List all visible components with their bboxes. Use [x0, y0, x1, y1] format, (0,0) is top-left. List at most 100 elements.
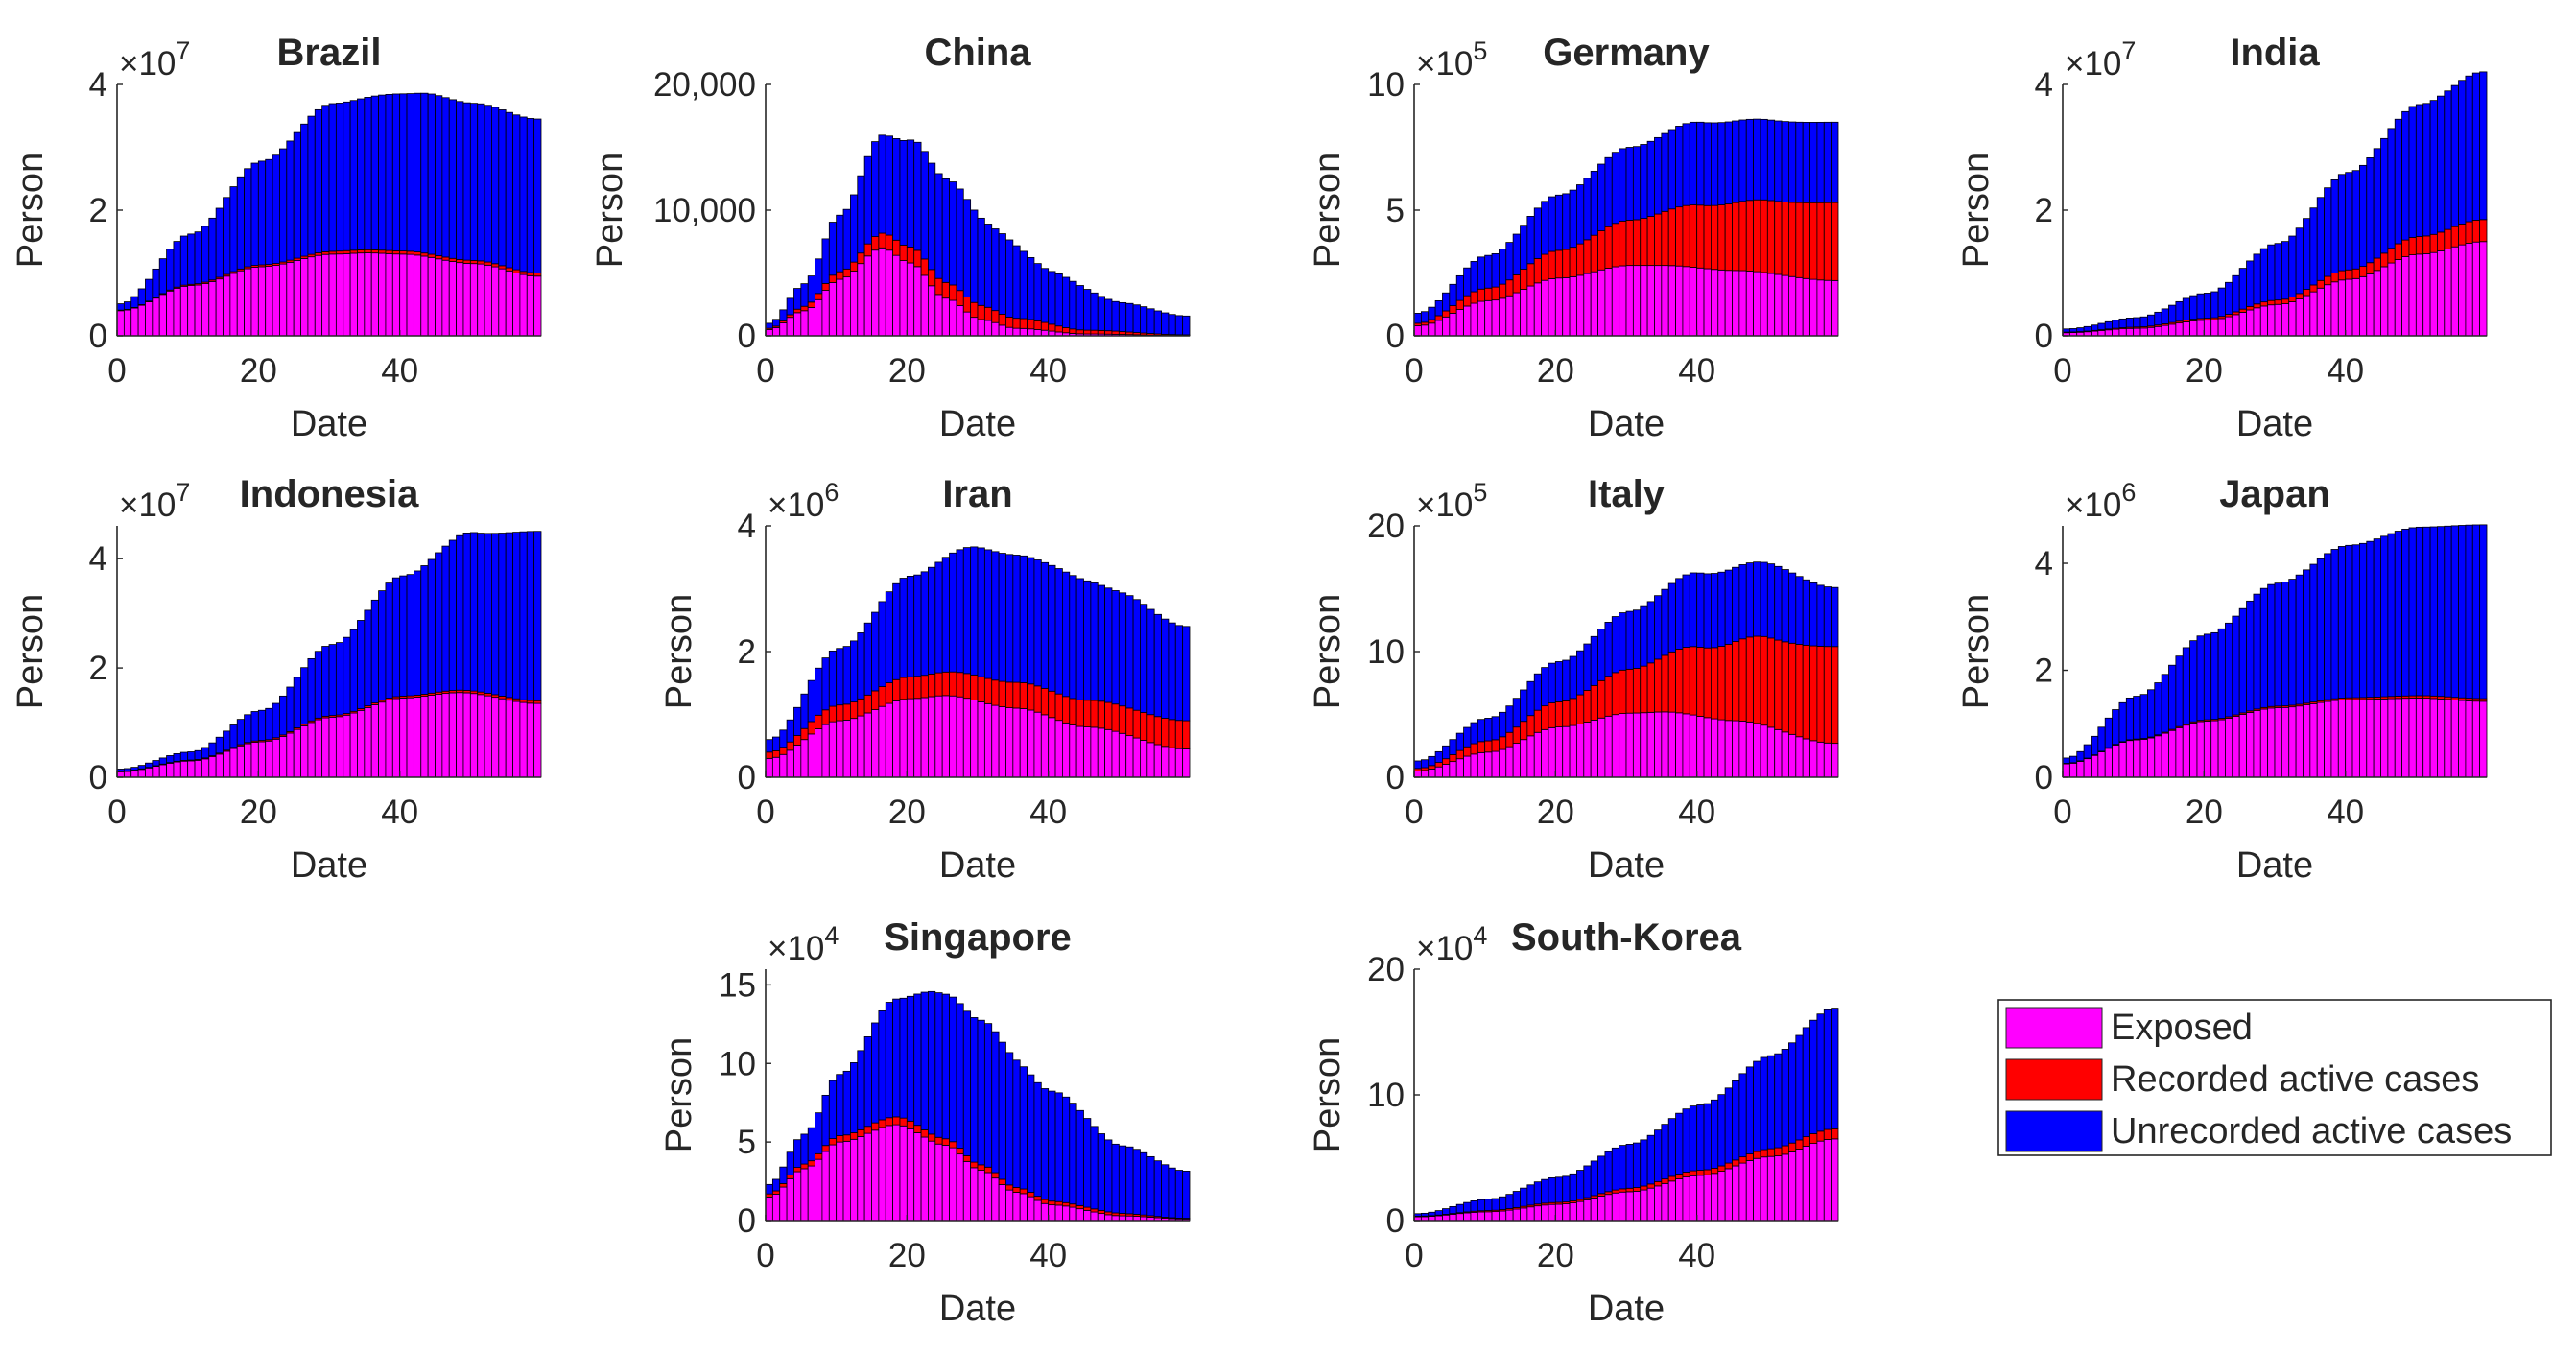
bar-exposed-8 [2118, 328, 2127, 337]
bar-exposed-11 [842, 276, 851, 337]
bar-unrecorded-40 [1696, 1104, 1705, 1171]
bar-exposed-47 [1745, 721, 1754, 778]
bar-recorded-53 [1788, 642, 1797, 735]
bar-recorded-34 [1005, 681, 1014, 708]
bar-recorded-57 [519, 271, 528, 275]
bar-exposed-15 [1520, 739, 1528, 778]
bar-unrecorded-54 [498, 533, 507, 697]
bar-unrecorded-8 [821, 1094, 830, 1147]
bar-unrecorded-38 [1033, 559, 1042, 687]
bar-unrecorded-13 [2154, 311, 2162, 326]
bar-unrecorded-17 [1533, 207, 1542, 259]
bar-unrecorded-56 [1809, 122, 1818, 203]
bar-exposed-40 [1696, 267, 1705, 337]
bar-unrecorded-2 [130, 296, 139, 308]
y-tick-label: 10 [1367, 66, 1405, 104]
bar-unrecorded-38 [1682, 123, 1690, 206]
bar-recorded-54 [2444, 228, 2452, 249]
bar-unrecorded-29 [1619, 1145, 1627, 1190]
bar-exposed-44 [1075, 1208, 1084, 1222]
bar-unrecorded-58 [1174, 1170, 1184, 1219]
bar-recorded-7 [1463, 746, 1472, 757]
bar-unrecorded-41 [1054, 273, 1063, 327]
bar-recorded-21 [913, 676, 922, 700]
bar-unrecorded-1 [771, 319, 781, 327]
bar-exposed-40 [399, 253, 408, 337]
bar-exposed-19 [1548, 726, 1556, 778]
bar-exposed-23 [279, 736, 288, 778]
bar-unrecorded-44 [1724, 1087, 1733, 1164]
bar-unrecorded-33 [998, 233, 1006, 315]
bar-exposed-57 [2465, 242, 2473, 337]
bar-unrecorded-11 [2139, 694, 2148, 739]
bar-unrecorded-12 [850, 194, 859, 263]
bar-unrecorded-55 [1802, 122, 1810, 203]
bar-exposed-33 [1646, 711, 1655, 778]
bar-exposed-30 [2274, 707, 2282, 778]
bar-exposed-27 [1604, 1194, 1613, 1222]
x-tick-label: 40 [1029, 352, 1067, 390]
bar-unrecorded-3 [1434, 1210, 1443, 1216]
bar-exposed-5 [800, 310, 809, 337]
bar-unrecorded-47 [1097, 584, 1105, 702]
bar-unrecorded-8 [173, 753, 181, 762]
bar-unrecorded-21 [265, 707, 273, 741]
bar-recorded-59 [1182, 720, 1191, 749]
bar-unrecorded-15 [871, 611, 880, 692]
bar-recorded-48 [456, 258, 464, 264]
bar-exposed-52 [1781, 1153, 1789, 1222]
bar-unrecorded-56 [1161, 1164, 1170, 1218]
bar-exposed-0 [765, 329, 773, 337]
bar-exposed-42 [2358, 699, 2368, 778]
bar-unrecorded-25 [293, 676, 301, 728]
bar-exposed-45 [435, 694, 443, 778]
bar-exposed-53 [2437, 250, 2446, 337]
bar-exposed-2 [779, 753, 788, 778]
bar-recorded-56 [1161, 718, 1170, 748]
legend: Exposed Recorded active cases Unrecorded… [1997, 999, 2552, 1156]
bar-exposed-21 [913, 266, 922, 337]
bar-exposed-34 [2303, 295, 2311, 337]
subplot-title: China [924, 32, 1031, 74]
bar-unrecorded-35 [1661, 1124, 1669, 1180]
bar-recorded-13 [1505, 279, 1514, 297]
bar-exposed-43 [2366, 273, 2375, 337]
bar-exposed-16 [229, 273, 238, 337]
bar-exposed-18 [1541, 1204, 1549, 1222]
bar-exposed-34 [1005, 1189, 1014, 1222]
bar-exposed-39 [2337, 279, 2347, 337]
bar-exposed-30 [977, 701, 985, 778]
bar-exposed-59 [533, 702, 542, 778]
bar-recorded-22 [920, 258, 929, 276]
bar-unrecorded-17 [2182, 297, 2190, 320]
bar-exposed-57 [2465, 700, 2473, 778]
bar-exposed-49 [462, 262, 471, 337]
bar-recorded-43 [2366, 262, 2375, 274]
bar-exposed-18 [2189, 723, 2198, 778]
bar-exposed-3 [786, 1177, 794, 1222]
bar-exposed-45 [1083, 726, 1092, 778]
y-tick-label: 10 [1367, 1077, 1405, 1114]
bar-exposed-22 [1569, 1202, 1577, 1222]
bar-recorded-40 [1048, 690, 1056, 719]
bar-exposed-49 [1111, 730, 1120, 778]
bar-recorded-38 [1033, 1196, 1042, 1201]
bar-recorded-51 [1774, 1147, 1783, 1156]
bar-exposed-6 [807, 733, 815, 778]
bar-unrecorded-16 [878, 1009, 886, 1121]
bar-exposed-51 [1774, 273, 1783, 337]
bar-recorded-46 [1090, 1208, 1099, 1213]
bar-unrecorded-35 [2309, 207, 2318, 286]
bar-recorded-6 [1455, 299, 1464, 310]
bar-exposed-55 [505, 700, 513, 778]
bar-unrecorded-18 [1541, 1178, 1549, 1204]
bar-unrecorded-21 [1562, 659, 1571, 701]
bar-unrecorded-14 [1512, 698, 1521, 728]
bar-recorded-50 [1766, 200, 1776, 274]
bar-exposed-14 [863, 1132, 872, 1222]
x-tick-label: 20 [888, 794, 926, 831]
bar-recorded-42 [1062, 696, 1071, 724]
bar-exposed-37 [1027, 709, 1035, 778]
bar-unrecorded-41 [1054, 568, 1063, 695]
bar-recorded-48 [1753, 1151, 1761, 1159]
